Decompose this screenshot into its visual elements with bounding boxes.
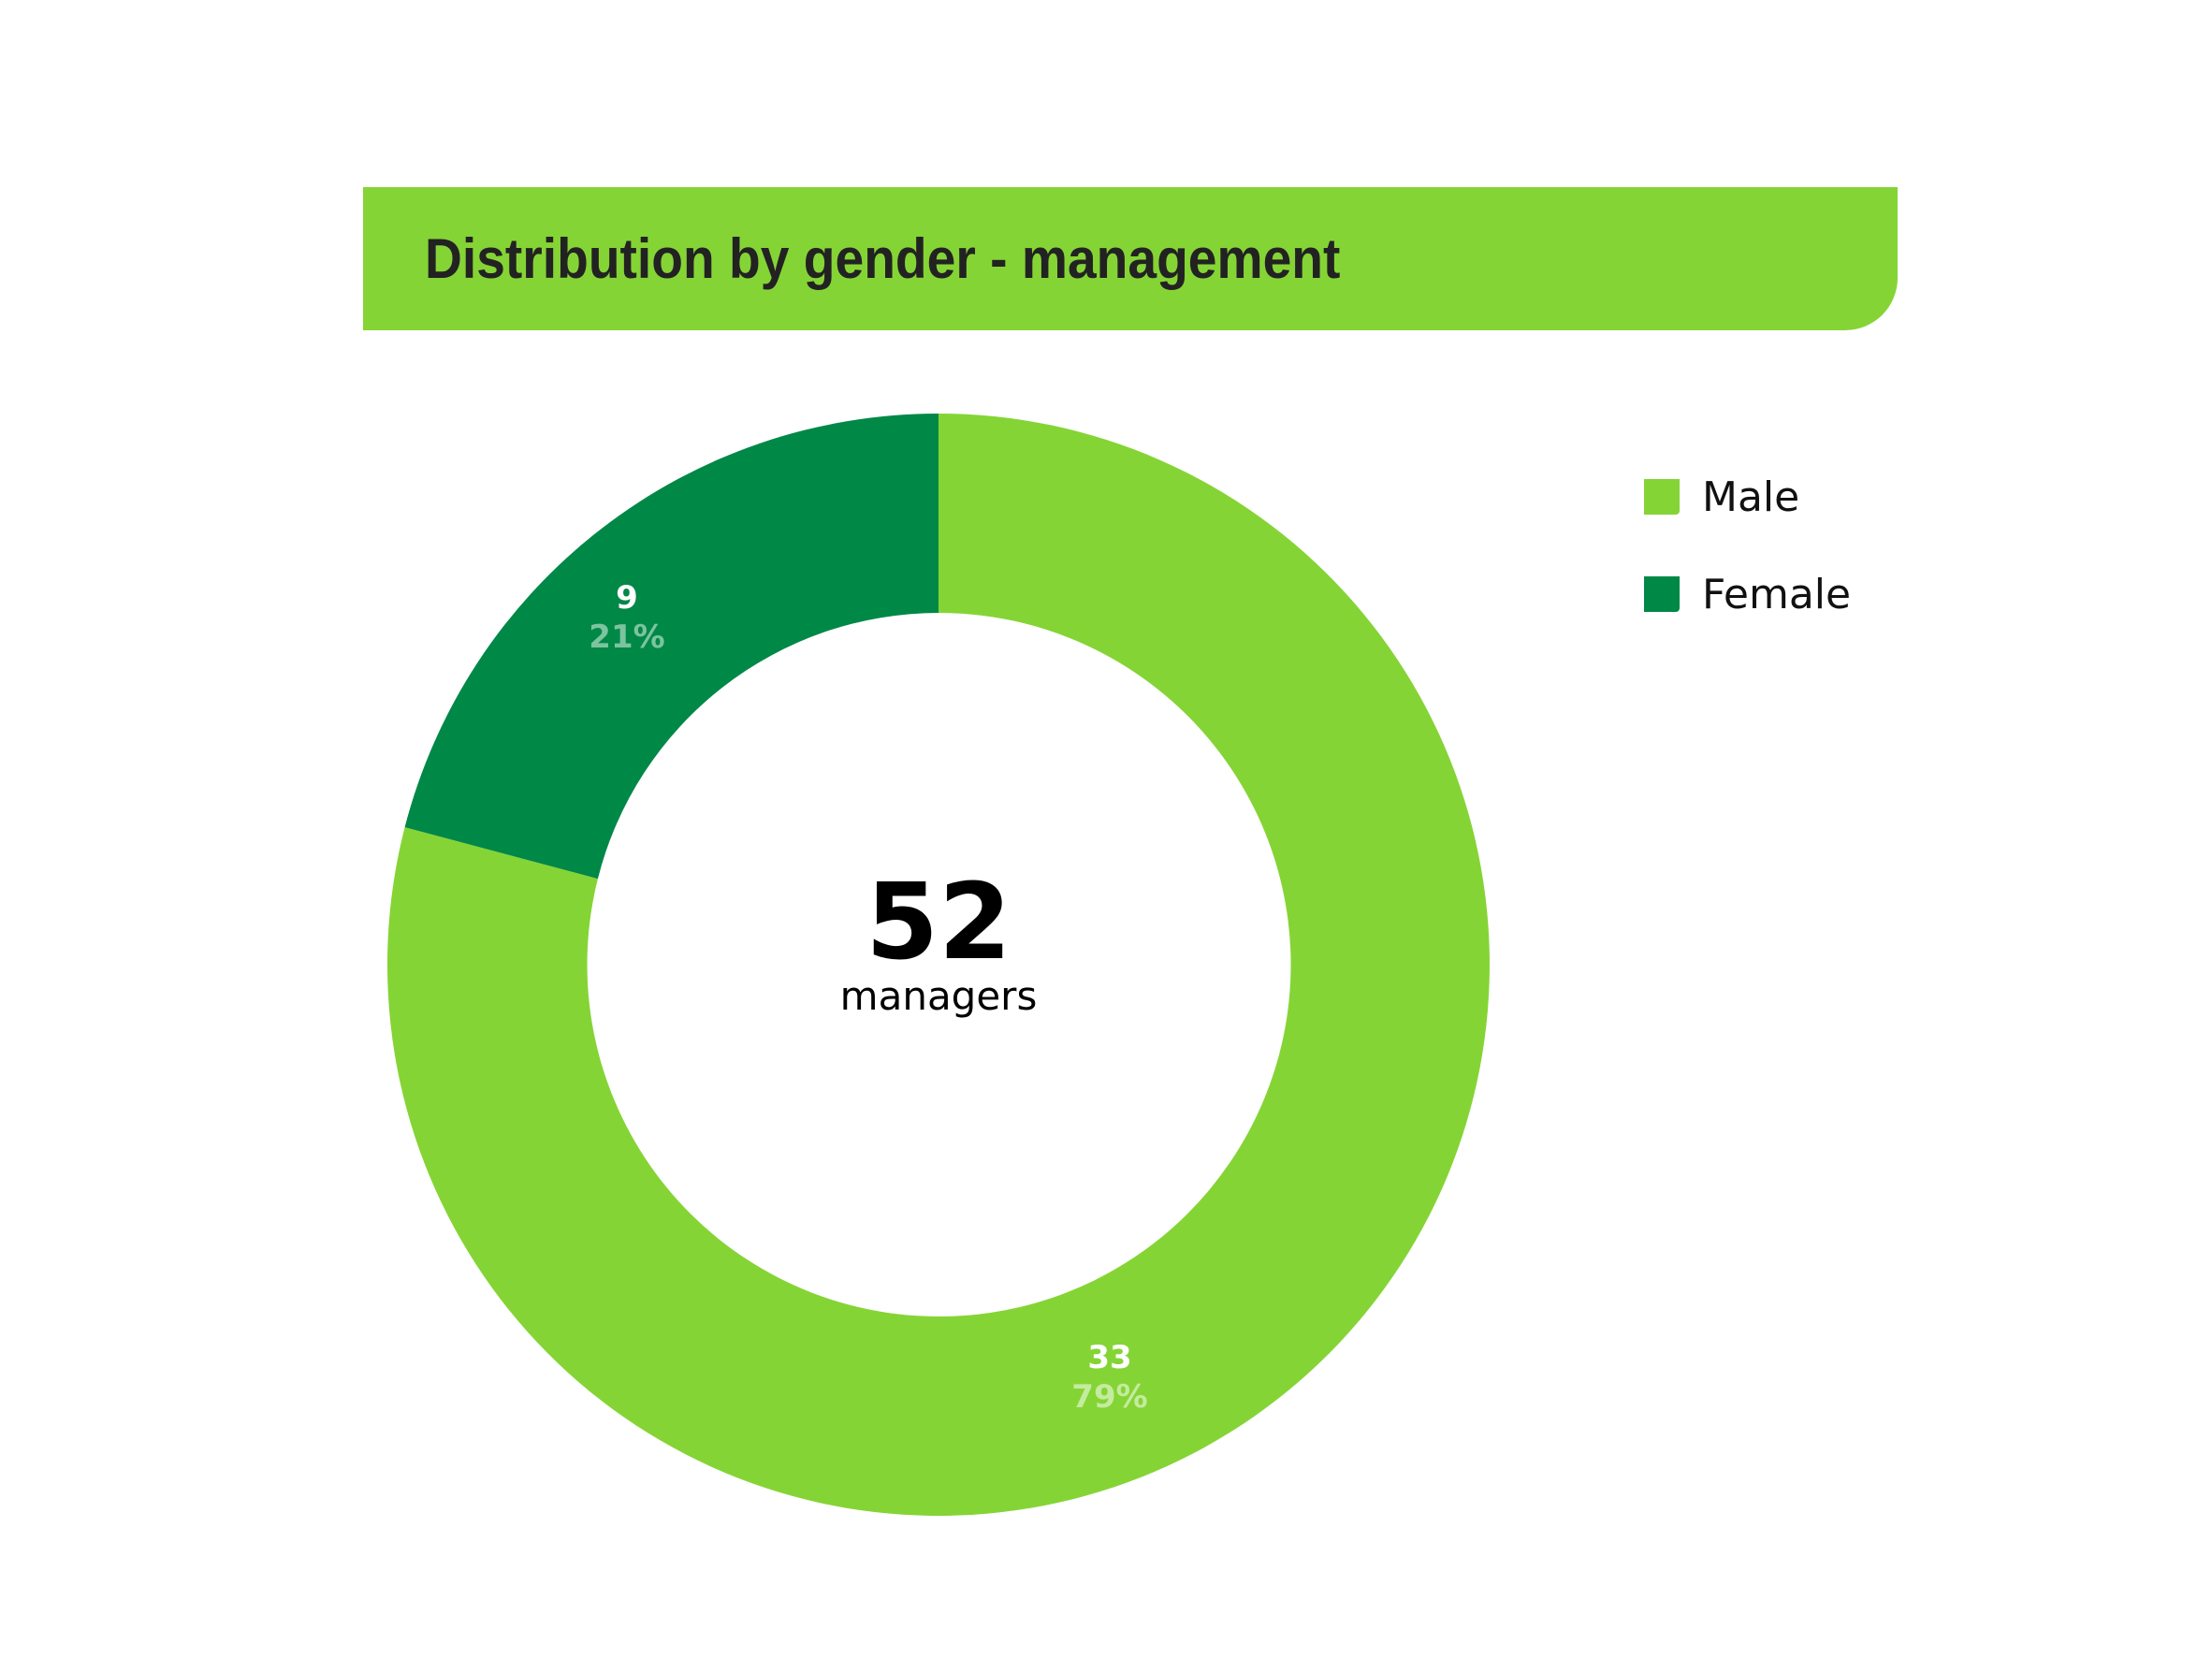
center-label: managers: [839, 973, 1038, 1019]
legend-item-male[interactable]: Male: [1644, 473, 1851, 521]
female-count: 9: [616, 579, 638, 617]
legend-item-female[interactable]: Female: [1644, 571, 1851, 618]
male-count: 33: [1087, 1339, 1132, 1376]
title-bar: Distribution by gender - management: [363, 187, 1898, 330]
legend-label: Male: [1702, 473, 1800, 521]
male-percent: 79%: [1071, 1378, 1148, 1416]
female-slice-label: 9 21%: [533, 578, 720, 657]
male-slice-label: 33 79%: [1016, 1338, 1203, 1417]
legend: Male Female: [1644, 473, 1851, 674]
slice-male[interactable]: [386, 414, 1490, 1516]
female-percent: 21%: [589, 618, 665, 656]
legend-swatch-male: [1644, 479, 1680, 515]
slice-female[interactable]: [404, 414, 939, 880]
legend-label: Female: [1702, 570, 1852, 618]
legend-swatch-female: [1644, 576, 1680, 612]
center-total: 52: [866, 862, 1011, 983]
chart-title: Distribution by gender - management: [425, 227, 1341, 290]
